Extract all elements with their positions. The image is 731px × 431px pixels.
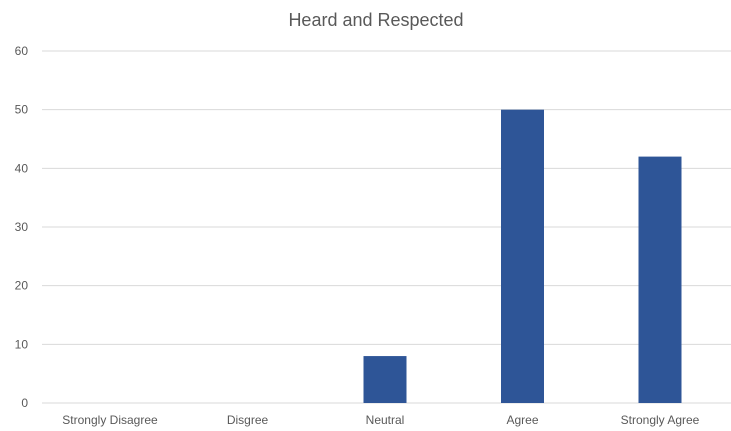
y-tick-label: 50 [15,103,29,117]
bars [363,109,682,404]
bar-strongly-agree [638,156,682,403]
y-axis-ticks: 0 10 20 30 40 50 60 [15,44,29,410]
x-tick-label: Agree [506,413,538,427]
x-tick-label: Neutral [366,413,405,427]
x-axis-ticks: Strongly Disagree Disgree Neutral Agree Stro… [62,413,699,427]
y-tick-label: 20 [15,279,29,293]
chart-title: Heard and Respected [288,10,463,30]
y-tick-label: 40 [15,161,29,175]
bar-neutral [363,356,407,403]
y-tick-label: 0 [21,396,28,410]
x-tick-label: Strongly Agree [621,413,700,427]
x-tick-label: Strongly Disagree [62,413,158,427]
y-tick-label: 60 [15,44,29,58]
y-tick-label: 10 [15,337,29,351]
gridlines [42,50,731,404]
x-tick-label: Disgree [227,413,269,427]
y-tick-label: 30 [15,220,29,234]
bar-agree [501,109,544,404]
